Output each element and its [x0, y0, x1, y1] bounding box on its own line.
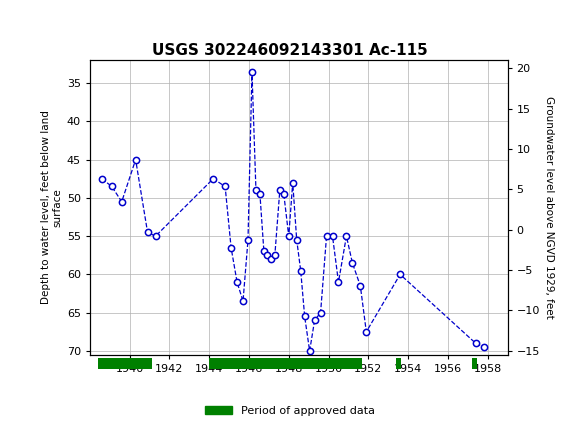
Bar [98, 358, 151, 369]
Legend: Period of approved data: Period of approved data [200, 401, 380, 420]
Bar [472, 358, 477, 369]
Y-axis label: Groundwater level above NGVD 1929, feet: Groundwater level above NGVD 1929, feet [544, 96, 554, 319]
Y-axis label: Depth to water level, feet below land
surface: Depth to water level, feet below land su… [41, 111, 63, 304]
Bar [396, 358, 401, 369]
Bar [209, 358, 362, 369]
Text: ≡USGS: ≡USGS [6, 15, 66, 30]
Text: USGS 302246092143301 Ac-115: USGS 302246092143301 Ac-115 [152, 43, 428, 58]
